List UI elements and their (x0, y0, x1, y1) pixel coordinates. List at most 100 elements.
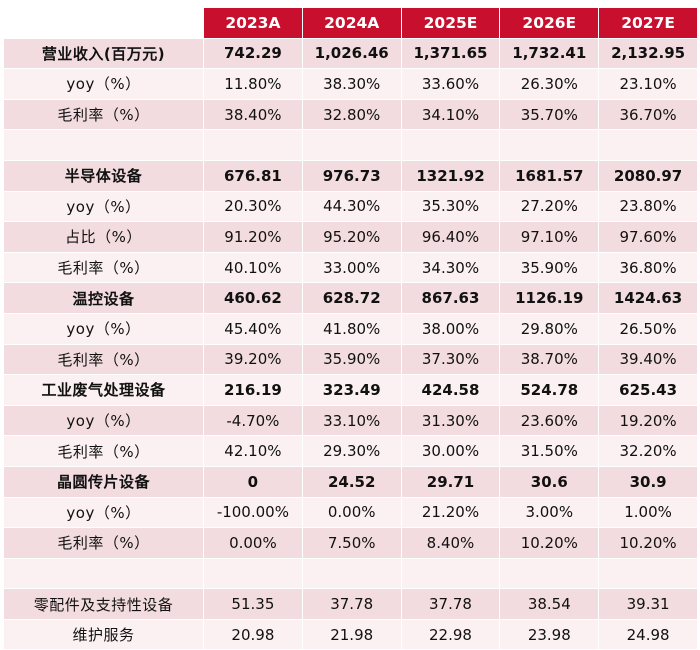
value-cell (203, 129, 303, 161)
row-label-cell: yoy（%） (3, 190, 204, 223)
table-row: 毛利率（%） 40.10% 33.00% 34.30% 35.90% 36.80% (3, 251, 698, 284)
row-label-cell: 零配件及支持性设备 (3, 588, 204, 620)
value-cell: 3.00% (499, 496, 600, 529)
value-cell: 38.40% (203, 98, 303, 131)
row-label-cell (3, 557, 204, 590)
value-cell: 23.98 (499, 618, 600, 650)
table-row: 占比（%） 91.20% 95.20% 96.40% 97.10% 97.60% (3, 221, 698, 253)
table-row: yoy（%） 11.80% 38.30% 33.60% 26.30% 23.10% (3, 68, 698, 100)
value-cell: 38.30% (301, 68, 402, 100)
value-cell: 40.10% (203, 251, 303, 284)
value-cell: 37.78 (301, 588, 402, 620)
row-label-cell: 毛利率（%） (3, 343, 204, 376)
financial-forecast-table: 2023A 2024A 2025E 2026E 2027E 营业收入(百万元) 742.2… (3, 7, 698, 650)
table-row: 毛利率（%） 0.00% 7.50% 8.40% 10.20% 10.20% (3, 527, 698, 559)
value-cell: 27.20% (499, 190, 600, 223)
table-row: yoy（%） 20.30% 44.30% 35.30% 27.20% 23.80% (3, 190, 698, 223)
value-cell: 30.00% (400, 435, 501, 467)
value-cell: 7.50% (301, 527, 402, 559)
value-cell: 30.9 (598, 465, 698, 498)
value-cell: 8.40% (400, 527, 501, 559)
value-cell: 44.30% (301, 190, 402, 223)
row-label-cell: yoy（%） (3, 496, 204, 529)
value-cell: 1,371.65 (400, 37, 501, 70)
table-row: 温控设备 460.62 628.72 867.63 1126.19 1424.63 (3, 282, 698, 314)
value-cell (499, 129, 600, 161)
value-cell: 0.00% (203, 527, 303, 559)
table-row: 毛利率（%） 38.40% 32.80% 34.10% 35.70% 36.70% (3, 98, 698, 131)
value-cell: 51.35 (203, 588, 303, 620)
value-cell (499, 557, 600, 590)
table-row: 工业废气处理设备 216.19 323.49 424.58 524.78 625.43 (3, 374, 698, 406)
value-cell: 33.00% (301, 251, 402, 284)
value-cell: 1681.57 (499, 159, 600, 192)
value-cell: 1321.92 (400, 159, 501, 192)
value-cell: 33.60% (400, 68, 501, 100)
value-cell: 1,026.46 (301, 37, 402, 70)
value-cell: 24.52 (301, 465, 402, 498)
year-header-cell: 2024A (301, 7, 402, 39)
value-cell: 20.98 (203, 618, 303, 650)
row-label-cell: 占比（%） (3, 221, 204, 253)
row-label-cell: yoy（%） (3, 68, 204, 100)
value-cell: 1424.63 (598, 282, 698, 314)
forecast-table-container: 2023A 2024A 2025E 2026E 2027E 营业收入(百万元) 742.2… (3, 7, 698, 650)
row-label-cell: 营业收入(百万元) (3, 37, 204, 70)
value-cell: 26.30% (499, 68, 600, 100)
table-row (3, 557, 698, 590)
table-row: 营业收入(百万元) 742.29 1,026.46 1,371.65 1,732.41 2… (3, 37, 698, 70)
value-cell: 39.31 (598, 588, 698, 620)
value-cell: 0.00% (301, 496, 402, 529)
value-cell: 35.90% (301, 343, 402, 376)
value-cell: 524.78 (499, 374, 600, 406)
table-row: 零配件及支持性设备 51.35 37.78 37.78 38.54 39.31 (3, 588, 698, 620)
header-row: 2023A 2024A 2025E 2026E 2027E (3, 7, 698, 39)
value-cell: 11.80% (203, 68, 303, 100)
year-header-cell: 2023A (203, 7, 303, 39)
value-cell: 35.90% (499, 251, 600, 284)
year-header-cell: 2025E (400, 7, 501, 39)
table-row: 毛利率（%） 39.20% 35.90% 37.30% 38.70% 39.40% (3, 343, 698, 376)
table-row: yoy（%） -100.00% 0.00% 21.20% 3.00% 1.00% (3, 496, 698, 529)
value-cell: -100.00% (203, 496, 303, 529)
value-cell: 42.10% (203, 435, 303, 467)
row-label-cell: 晶圆传片设备 (3, 465, 204, 498)
value-cell: 37.30% (400, 343, 501, 376)
value-cell: 37.78 (400, 588, 501, 620)
value-cell (400, 557, 501, 590)
value-cell: 10.20% (499, 527, 600, 559)
row-label-cell (3, 129, 204, 161)
value-cell: 39.20% (203, 343, 303, 376)
table-row: 维护服务 20.98 21.98 22.98 23.98 24.98 (3, 618, 698, 650)
value-cell: 23.80% (598, 190, 698, 223)
value-cell: 39.40% (598, 343, 698, 376)
value-cell: 29.30% (301, 435, 402, 467)
table-row: 半导体设备 676.81 976.73 1321.92 1681.57 2080.97 (3, 159, 698, 192)
value-cell: 30.6 (499, 465, 600, 498)
value-cell: 41.80% (301, 312, 402, 345)
value-cell: 2,132.95 (598, 37, 698, 70)
value-cell: 32.20% (598, 435, 698, 467)
value-cell: 976.73 (301, 159, 402, 192)
value-cell: 1.00% (598, 496, 698, 529)
value-cell: 29.71 (400, 465, 501, 498)
value-cell: 38.70% (499, 343, 600, 376)
value-cell: 97.10% (499, 221, 600, 253)
value-cell: 36.80% (598, 251, 698, 284)
value-cell (301, 557, 402, 590)
value-cell: 45.40% (203, 312, 303, 345)
row-label-cell: yoy（%） (3, 312, 204, 345)
value-cell: 38.54 (499, 588, 600, 620)
row-label-cell: 半导体设备 (3, 159, 204, 192)
value-cell: 424.58 (400, 374, 501, 406)
value-cell: -4.70% (203, 404, 303, 437)
value-cell: 21.98 (301, 618, 402, 650)
value-cell: 38.00% (400, 312, 501, 345)
value-cell: 2080.97 (598, 159, 698, 192)
value-cell: 867.63 (400, 282, 501, 314)
value-cell: 20.30% (203, 190, 303, 223)
value-cell: 32.80% (301, 98, 402, 131)
value-cell: 1,732.41 (499, 37, 600, 70)
value-cell (203, 557, 303, 590)
table-row (3, 129, 698, 161)
